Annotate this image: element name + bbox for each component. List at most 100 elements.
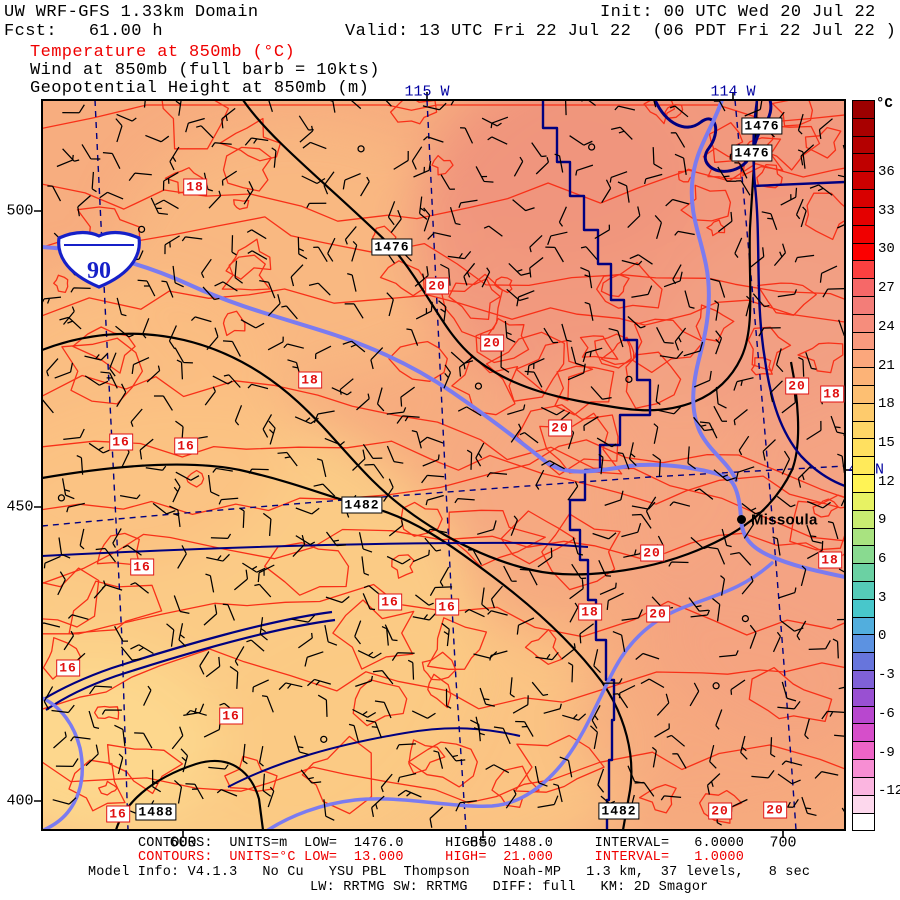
colorbar-cell <box>853 563 874 581</box>
colorbar-cell <box>853 224 874 243</box>
colorbar-cell <box>853 313 874 332</box>
colorbar-tick-label: -9 <box>878 744 895 761</box>
colorbar-cell <box>853 705 874 724</box>
temp-contour-label: 18 <box>298 371 322 389</box>
colorbar-cell <box>853 598 874 617</box>
colorbar-cell <box>853 260 874 279</box>
colorbar-unit-label: °C <box>876 96 893 112</box>
colorbar-cell <box>853 206 874 225</box>
colorbar-cell <box>853 349 874 368</box>
axis-label-left: 500 <box>6 202 34 220</box>
colorbar-cell <box>853 670 874 688</box>
temp-contour-label: 20 <box>425 277 449 295</box>
temp-contour-label: 20 <box>548 419 572 437</box>
colorbar-cell <box>853 634 874 653</box>
colorbar-tick-label: -6 <box>878 705 895 722</box>
colorbar-cell <box>853 101 874 118</box>
rivers <box>42 100 845 830</box>
axis-label-bottom: 700 <box>769 834 797 852</box>
colorbar <box>852 100 875 831</box>
colorbar-cell <box>853 776 874 795</box>
axis-label-top: 115 W <box>404 83 450 101</box>
map-border <box>41 99 846 831</box>
field-height: Geopotential Height at 850mb (m) <box>30 79 370 98</box>
colorbar-tick-label: 27 <box>878 280 895 297</box>
colorbar-cell <box>853 117 874 136</box>
footer-contours-temp: CONTOURS: UNITS=°C LOW= 13.000 HIGH= 21.… <box>138 850 744 865</box>
temp-contour-label: 18 <box>578 603 602 621</box>
height-contour-label: 1482 <box>341 496 383 514</box>
colorbar-cell <box>853 741 874 760</box>
colorbar-tick-label: 6 <box>878 551 887 567</box>
colorbar-cell <box>853 331 874 350</box>
colorbar-cell <box>853 616 874 635</box>
footer-model-info: Model Info: V4.1.3 No Cu YSU PBL Thompso… <box>88 865 811 880</box>
colorbar-cell <box>853 509 874 528</box>
colorbar-cell <box>853 295 874 314</box>
colorbar-cell <box>853 189 874 207</box>
temp-contour-label: 16 <box>56 659 80 677</box>
colorbar-tick-label: 33 <box>878 202 895 219</box>
colorbar-tick-label: 36 <box>878 164 895 180</box>
temp-contour-label: 16 <box>109 433 133 451</box>
colorbar-tick-label: 15 <box>878 434 895 451</box>
colorbar-cell <box>853 474 874 492</box>
colorbar-tick-label: -3 <box>878 667 895 684</box>
colorbar-cell <box>853 420 874 439</box>
colorbar-cell <box>853 723 874 742</box>
colorbar-tick-label: 3 <box>878 589 887 606</box>
height-contour-label: 1476 <box>741 117 783 135</box>
temp-contour-label: 20 <box>763 801 787 819</box>
temperature-fill-patches <box>42 100 845 830</box>
colorbar-cell <box>853 687 874 706</box>
colorbar-tick-label: 12 <box>878 473 895 490</box>
colorbar-cell <box>853 759 874 777</box>
colorbar-tick-label: 24 <box>878 318 895 335</box>
init-time: Init: 00 UTC Wed 20 Jul 22 <box>600 3 876 22</box>
colorbar-cell <box>853 385 874 403</box>
footer-contours-height: CONTOURS: UNITS=m LOW= 1476.0 HIGH= 1488… <box>138 836 744 851</box>
interstate-shield: 90 <box>57 230 141 289</box>
temp-contour-label: 20 <box>785 377 809 395</box>
colorbar-cell <box>853 456 874 475</box>
wind-barbs <box>42 100 845 828</box>
colorbar-tick-label: 0 <box>878 628 887 645</box>
axis-label-left: 450 <box>6 498 34 516</box>
colorbar-cell <box>853 278 874 296</box>
colorbar-cell <box>853 812 874 831</box>
axis-label-left: 400 <box>6 792 34 810</box>
axis-label-bottom: 650 <box>469 834 497 852</box>
colorbar-cell <box>853 545 874 564</box>
temp-contour-label: 16 <box>130 558 154 576</box>
colorbar-cell <box>853 794 874 813</box>
colorbar-cell <box>853 153 874 172</box>
colorbar-tick-label: 9 <box>878 512 887 529</box>
valid-time: Valid: 13 UTC Fri 22 Jul 22 (06 PDT Fri … <box>345 22 897 41</box>
axis-label-top: 114 W <box>710 83 756 101</box>
svg-text:90: 90 <box>87 258 111 284</box>
colorbar-tick-label: 30 <box>878 241 895 258</box>
forecast-hour: Fcst: 61.00 h <box>4 22 164 41</box>
colorbar-cell <box>853 527 874 546</box>
temp-contour-label: 20 <box>640 544 664 562</box>
axis-label-bottom: 600 <box>169 834 197 852</box>
temp-contour-label: 18 <box>818 551 842 569</box>
city-label: Missoula <box>751 511 818 529</box>
temp-contour-label: 20 <box>646 605 670 623</box>
colorbar-cell <box>853 367 874 385</box>
colorbar-cell <box>853 491 874 510</box>
temp-contour-label: 16 <box>106 805 130 823</box>
temp-contour-label: 16 <box>435 598 459 616</box>
colorbar-tick-label: 21 <box>878 357 895 374</box>
temp-contour-label: 18 <box>183 178 207 196</box>
height-contour-label: 1488 <box>135 803 177 821</box>
colorbar-cell <box>853 580 874 599</box>
model-title: UW WRF-GFS 1.33km Domain <box>4 3 259 22</box>
temp-contour-label: 16 <box>378 593 402 611</box>
colorbar-cell <box>853 438 874 457</box>
colorbar-cell <box>853 171 874 190</box>
colorbar-cell <box>853 652 874 670</box>
temp-contour-label: 20 <box>480 334 504 352</box>
footer-model-info2: LW: RRTMG SW: RRTMG DIFF: full KM: 2D Sm… <box>310 880 709 895</box>
